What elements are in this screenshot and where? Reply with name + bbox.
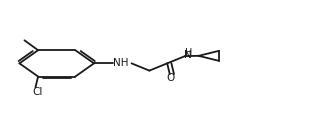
Text: O: O [167,73,175,83]
Text: H: H [185,48,192,58]
Text: Cl: Cl [32,87,42,97]
Text: NH: NH [113,58,129,68]
Text: N: N [184,50,192,60]
